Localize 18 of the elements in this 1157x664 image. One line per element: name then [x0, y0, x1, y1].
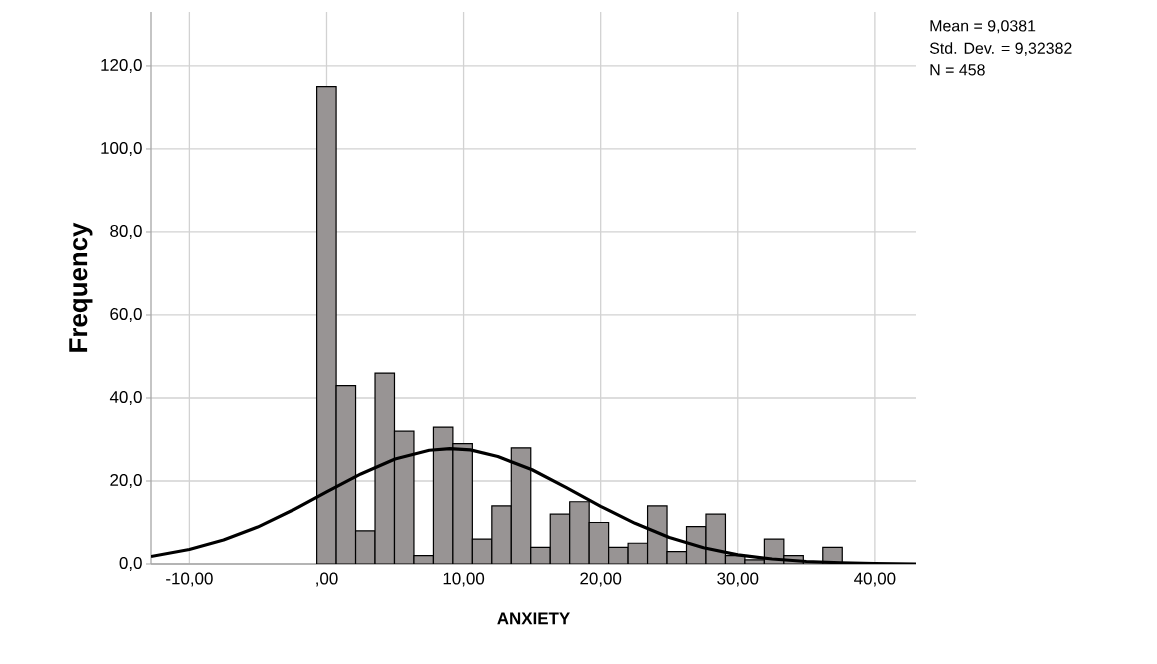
- y-tick-label: 100,0: [101, 141, 142, 156]
- y-tick-label: 20,0: [110, 473, 142, 488]
- x-tick-label: 40,00: [854, 572, 896, 587]
- y-axis-title: Frequency: [69, 222, 93, 352]
- x-tick-label: 20,00: [580, 572, 622, 587]
- x-tick-label: 30,00: [717, 572, 759, 587]
- x-axis-title: ANXIETY: [497, 612, 570, 625]
- y-tick-label: 120,0: [101, 58, 142, 73]
- y-tick-label: 40,0: [109, 390, 142, 405]
- text: Mean = 9,0381: [930, 20, 1036, 34]
- y-tick-label: 60,0: [110, 307, 142, 322]
- text: N = 458: [930, 64, 985, 76]
- y-tick-label: 80,0: [110, 224, 142, 239]
- x-tick-label: ,00: [316, 572, 338, 587]
- text: Std. Dev. = 9,32382: [929, 42, 1072, 56]
- x-tick-label: 10,00: [443, 572, 485, 587]
- y-tick-label: 0,0: [119, 557, 142, 571]
- x-tick-label: -10,00: [166, 572, 213, 587]
